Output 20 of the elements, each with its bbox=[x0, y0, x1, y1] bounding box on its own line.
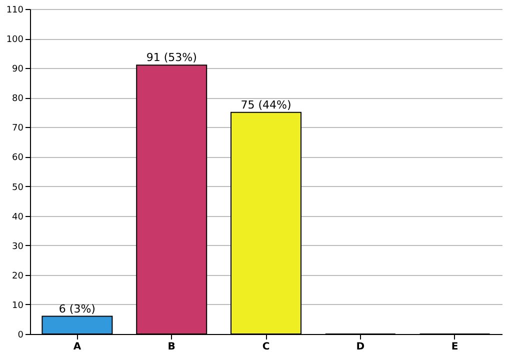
y-tick-label: 60 bbox=[12, 153, 24, 164]
y-tick-label: 90 bbox=[12, 64, 24, 75]
y-tick-label: 30 bbox=[12, 242, 24, 252]
y-tick-label: 50 bbox=[12, 182, 24, 193]
y-tick-label: 0 bbox=[18, 330, 24, 340]
data-label: 91 (53%) bbox=[146, 51, 197, 64]
y-tick-label: 80 bbox=[12, 94, 24, 104]
y-tick-label: 110 bbox=[6, 6, 24, 16]
x-tick-label: C bbox=[262, 342, 270, 352]
data-label: 75 (44%) bbox=[240, 98, 292, 112]
y-tick-label: 70 bbox=[12, 124, 24, 134]
y-tick-label: 10 bbox=[12, 300, 24, 311]
x-tick-label: B bbox=[168, 342, 176, 352]
x-tick-label: A bbox=[73, 342, 82, 352]
data-label: 6 (3%) bbox=[58, 302, 96, 316]
x-tick-label: D bbox=[356, 342, 365, 352]
x-tick-label: E bbox=[451, 342, 458, 352]
y-tick-label: 40 bbox=[12, 212, 24, 222]
y-tick-label: 20 bbox=[12, 271, 24, 282]
y-tick-label: 100 bbox=[6, 35, 24, 46]
